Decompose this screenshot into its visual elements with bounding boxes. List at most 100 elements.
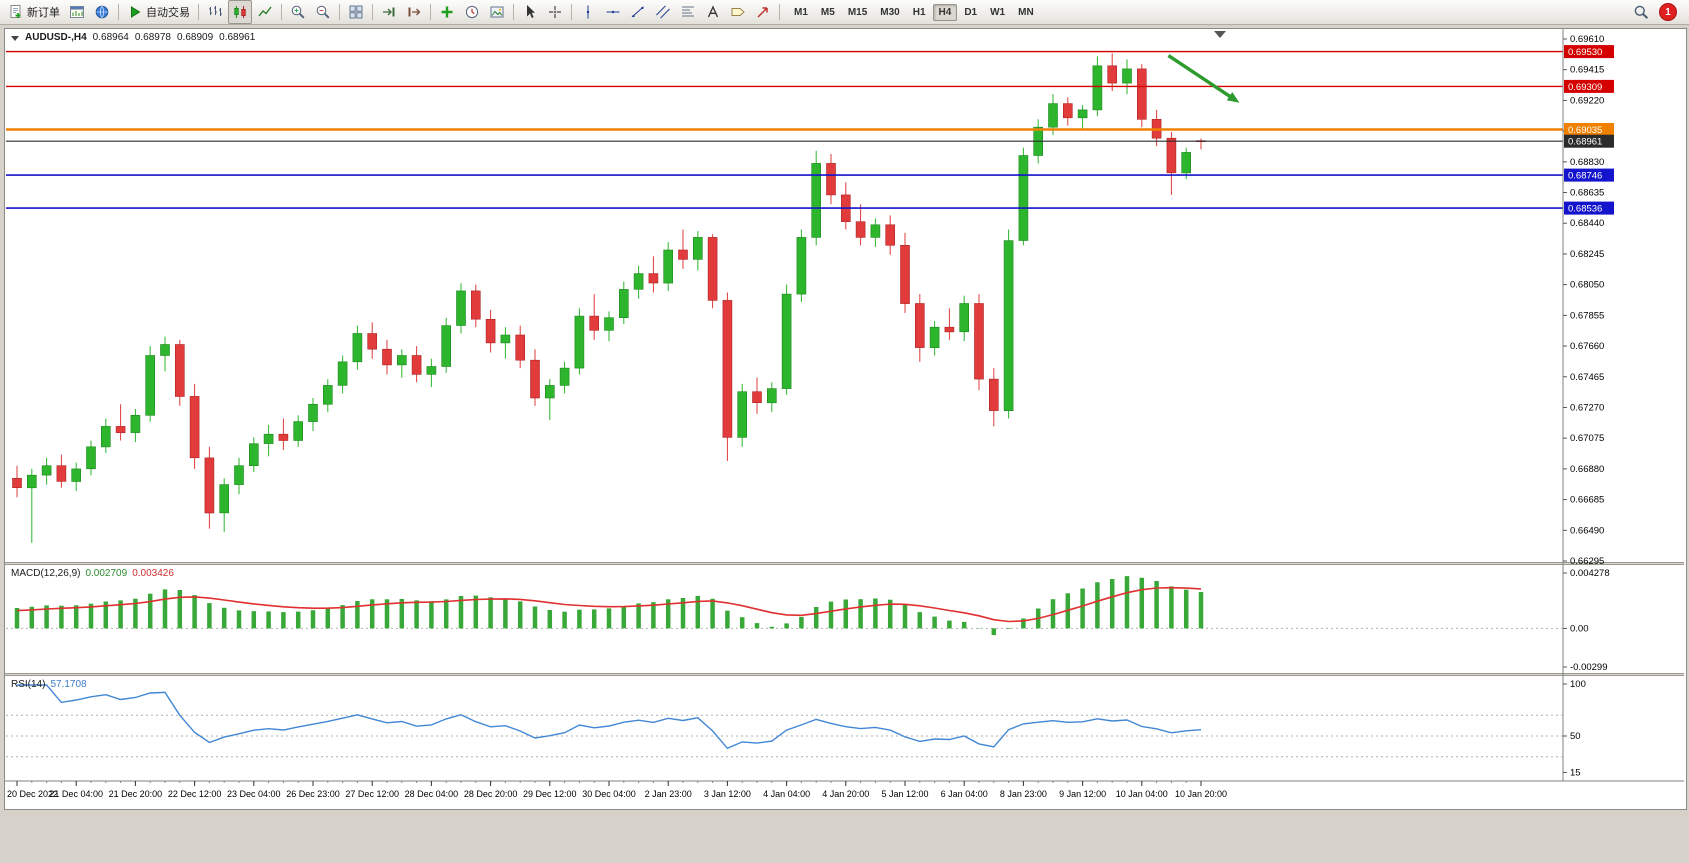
timeframe-d1-button[interactable]: D1 bbox=[964, 6, 978, 18]
panel-separator[interactable] bbox=[5, 562, 1684, 565]
toolbar-separator bbox=[513, 4, 514, 20]
svg-text:28 Dec 20:00: 28 Dec 20:00 bbox=[464, 789, 518, 799]
trendline-tool-button[interactable] bbox=[626, 0, 650, 24]
label-tag-icon bbox=[731, 8, 745, 16]
ohlc-low: 0.68909 bbox=[176, 32, 214, 43]
svg-text:3 Jan 12:00: 3 Jan 12:00 bbox=[704, 789, 751, 799]
search-button[interactable] bbox=[1629, 0, 1653, 24]
chart-window: 0.696100.694150.692200.690250.688300.686… bbox=[4, 28, 1687, 810]
template-image-icon bbox=[490, 6, 504, 18]
periods-button[interactable] bbox=[460, 0, 484, 24]
svg-text:0.66880: 0.66880 bbox=[1570, 464, 1604, 475]
rsi-line bbox=[17, 684, 1202, 750]
macd-name: MACD(12,26,9) bbox=[11, 568, 81, 579]
line-chart-mode-button[interactable] bbox=[253, 0, 277, 24]
search-icon bbox=[1634, 5, 1649, 19]
auto-scroll-button[interactable] bbox=[377, 0, 401, 24]
svg-text:0.68746: 0.68746 bbox=[1568, 171, 1602, 182]
svg-text:0.69035: 0.69035 bbox=[1568, 125, 1602, 136]
macd-histogram bbox=[14, 576, 1204, 636]
collapse-icon[interactable] bbox=[11, 35, 19, 41]
timeframe-h4-button[interactable]: H4 bbox=[932, 3, 958, 21]
notification-badge[interactable]: 1 bbox=[1659, 3, 1677, 21]
rsi-name: RSI(14) bbox=[11, 679, 46, 690]
chart-canvas[interactable]: 0.696100.694150.692200.690250.688300.686… bbox=[5, 29, 1684, 807]
zoom-out-icon bbox=[316, 5, 330, 19]
arrows-tool-button[interactable] bbox=[751, 0, 775, 24]
ohlc-open: 0.68964 bbox=[92, 32, 129, 43]
cursor-tool-button[interactable] bbox=[518, 0, 542, 24]
price-axis[interactable]: 0.696100.694150.692200.690250.688300.686… bbox=[1563, 34, 1604, 567]
horizontal-line-tool-button[interactable] bbox=[601, 0, 625, 24]
candlestick-mode-button[interactable] bbox=[228, 0, 252, 24]
timeframe-mn-button[interactable]: MN bbox=[1018, 6, 1034, 18]
trend-arrow[interactable] bbox=[1167, 54, 1236, 101]
vertical-line-tool-button[interactable] bbox=[576, 0, 600, 24]
timeframe-h1-button[interactable]: H1 bbox=[912, 6, 926, 18]
svg-text:0.68536: 0.68536 bbox=[1568, 204, 1602, 215]
chart-shift-button[interactable] bbox=[402, 0, 426, 24]
timeframe-m1-button[interactable]: M1 bbox=[794, 6, 808, 18]
price-tag-0.68536 bbox=[1564, 201, 1614, 215]
toolbar-separator bbox=[430, 4, 431, 20]
zoom-out-button[interactable] bbox=[311, 0, 335, 24]
crosshair-tool-button[interactable] bbox=[543, 0, 567, 24]
rsi-value: 57.1708 bbox=[50, 679, 87, 690]
svg-text:6 Jan 04:00: 6 Jan 04:00 bbox=[941, 789, 988, 799]
candles-group bbox=[12, 53, 1206, 543]
toolbar-separator bbox=[779, 4, 780, 20]
charts-window-button[interactable] bbox=[65, 0, 89, 24]
toolbar-separator bbox=[198, 4, 199, 20]
toolbar-separator bbox=[281, 4, 282, 20]
bar-chart-mode-button[interactable] bbox=[203, 0, 227, 24]
new-order-icon bbox=[10, 5, 21, 18]
autotrading-button[interactable]: 自动交易 bbox=[123, 0, 194, 24]
toolbar-separator bbox=[372, 4, 373, 20]
chart-shift-marker[interactable] bbox=[1214, 31, 1226, 38]
price-tag-0.69309 bbox=[1564, 79, 1614, 93]
market-watch-button[interactable] bbox=[90, 0, 114, 24]
macd-panel: 0.004278 0.00 -0.00299 bbox=[6, 568, 1610, 673]
label-tool-button[interactable] bbox=[726, 0, 750, 24]
line-chart-icon bbox=[258, 6, 272, 17]
svg-text:0.67075: 0.67075 bbox=[1570, 433, 1604, 444]
timeframe-m30-button[interactable]: M30 bbox=[880, 6, 900, 18]
channel-tool-button[interactable] bbox=[651, 0, 675, 24]
svg-text:0.68050: 0.68050 bbox=[1570, 280, 1604, 291]
price-tag-0.69530 bbox=[1564, 45, 1614, 59]
svg-text:0.69415: 0.69415 bbox=[1570, 65, 1604, 76]
templates-button[interactable] bbox=[485, 0, 509, 24]
tile-windows-icon bbox=[349, 5, 363, 19]
auto-scroll-icon bbox=[383, 7, 395, 17]
timeframe-m5-button[interactable]: M5 bbox=[820, 6, 835, 18]
macd-signal-line bbox=[16, 586, 1202, 623]
tile-windows-button[interactable] bbox=[344, 0, 368, 24]
svg-text:0.68635: 0.68635 bbox=[1570, 188, 1604, 199]
timeframe-group: M1 M5 M15 M30 H1 H4 D1 W1 MN bbox=[788, 3, 1040, 21]
new-order-button[interactable]: 新订单 bbox=[4, 0, 64, 24]
panel-separator[interactable] bbox=[5, 673, 1684, 676]
svg-text:9 Jan 12:00: 9 Jan 12:00 bbox=[1059, 789, 1106, 799]
svg-text:0.67660: 0.67660 bbox=[1570, 341, 1604, 352]
bar-chart-icon bbox=[209, 6, 222, 16]
svg-text:0.004278: 0.004278 bbox=[1570, 568, 1610, 579]
rsi-panel: 100 50 15 bbox=[6, 679, 1586, 778]
text-tool-button[interactable] bbox=[701, 0, 725, 24]
ohlc-high: 0.68978 bbox=[134, 32, 171, 43]
toolbar-separator bbox=[118, 4, 119, 20]
svg-text:0.69610: 0.69610 bbox=[1570, 34, 1604, 45]
svg-text:23 Dec 04:00: 23 Dec 04:00 bbox=[227, 789, 281, 799]
zoom-in-button[interactable] bbox=[286, 0, 310, 24]
indicators-button[interactable] bbox=[435, 0, 459, 24]
fibonacci-icon bbox=[682, 6, 694, 17]
svg-text:0.68440: 0.68440 bbox=[1570, 218, 1604, 229]
fibonacci-tool-button[interactable] bbox=[676, 0, 700, 24]
timeframe-w1-button[interactable]: W1 bbox=[990, 6, 1006, 18]
svg-text:0.68961: 0.68961 bbox=[1568, 137, 1602, 148]
svg-text:100: 100 bbox=[1570, 679, 1586, 690]
svg-text:2 Jan 23:00: 2 Jan 23:00 bbox=[645, 789, 692, 799]
timeframe-m15-button[interactable]: M15 bbox=[847, 6, 868, 18]
svg-text:0.66685: 0.66685 bbox=[1570, 495, 1604, 506]
ohlc-close: 0.68961 bbox=[219, 32, 256, 43]
